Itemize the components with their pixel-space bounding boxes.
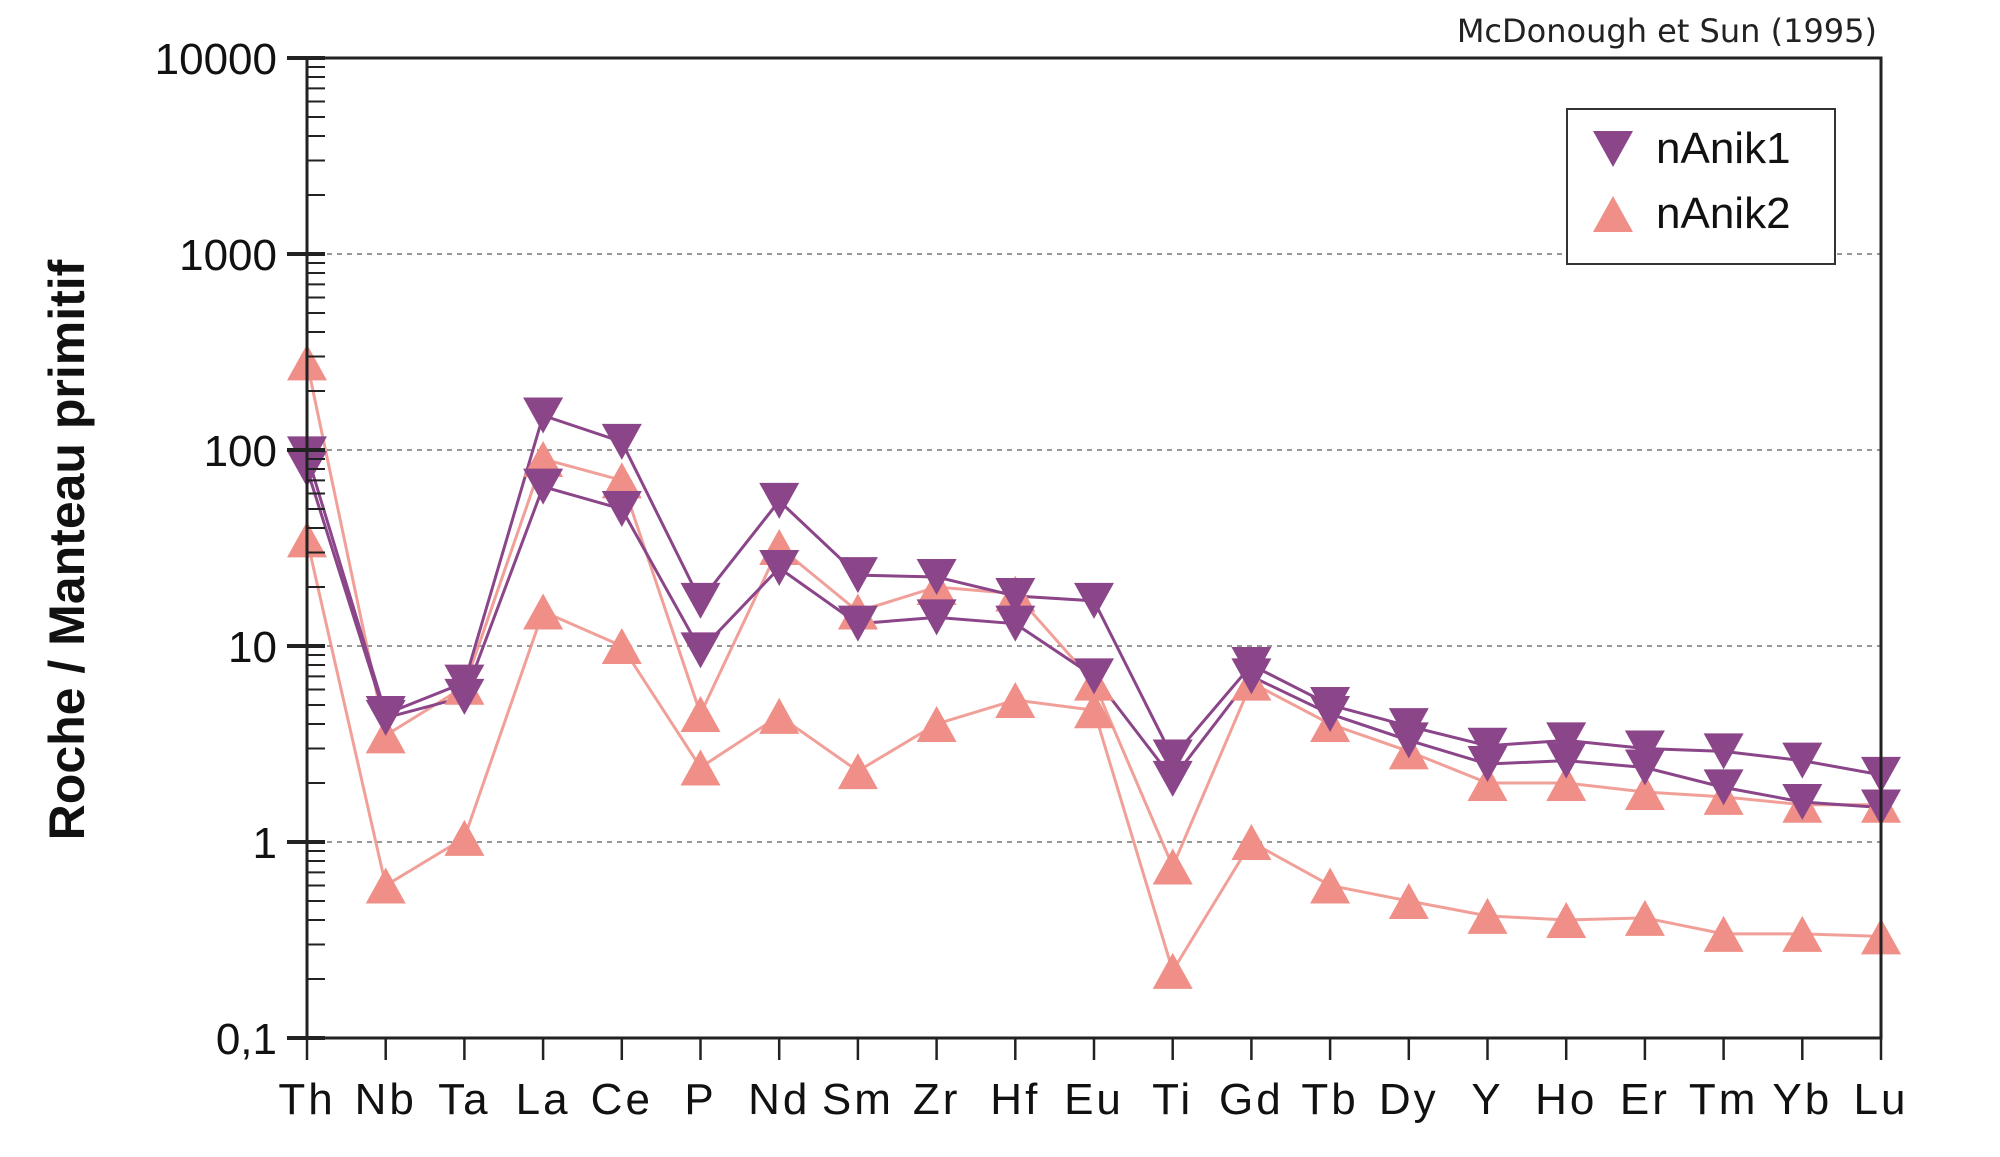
data-point-nanik2-la <box>523 440 564 477</box>
data-point-nanik1-zr <box>916 599 957 636</box>
legend-label-nanik1: nAnik1 <box>1656 124 1791 173</box>
x-tick-label-ho: Ho <box>1535 1075 1597 1124</box>
data-point-nanik1-sm <box>837 557 878 594</box>
data-point-nanik1-p <box>680 582 721 619</box>
data-point-nanik1-ho <box>1546 722 1587 759</box>
data-point-nanik2-tm <box>1703 915 1744 952</box>
y-tick-label: 10000 <box>155 35 277 84</box>
x-tick-label-tb: Tb <box>1301 1075 1358 1124</box>
x-tick-label-eu: Eu <box>1064 1075 1124 1124</box>
data-point-nanik1-er <box>1624 730 1665 767</box>
data-point-nanik2-ce <box>601 462 642 499</box>
data-point-nanik2-nb <box>365 867 406 904</box>
y-tick-label: 0,1 <box>216 1015 277 1064</box>
y-tick-label: 100 <box>204 427 277 476</box>
x-tick-label-gd: Gd <box>1219 1075 1284 1124</box>
data-point-nanik1-nb <box>365 695 406 732</box>
x-tick-label-la: La <box>516 1075 571 1124</box>
y-axis-label: Roche / Manteau primitif <box>39 259 95 840</box>
data-point-nanik2-sm <box>837 753 878 790</box>
data-point-nanik2-nd <box>759 697 800 734</box>
data-point-nanik1-y <box>1467 746 1508 783</box>
data-point-nanik1-eu <box>1074 582 1114 619</box>
data-point-nanik1-ta <box>444 664 485 701</box>
data-point-nanik2-y <box>1467 897 1508 934</box>
data-point-nanik1-nd <box>759 482 800 519</box>
x-tick-label-ti: Ti <box>1152 1075 1193 1124</box>
data-point-nanik1-sm <box>837 605 878 642</box>
data-point-nanik1-zr <box>916 558 957 595</box>
data-point-nanik1-er <box>1624 749 1665 786</box>
data-point-nanik1-yb <box>1782 742 1823 779</box>
data-point-nanik2-ti <box>1152 848 1193 885</box>
legend: nAnik1 nAnik2 <box>1566 108 1836 265</box>
reference-note: McDonough et Sun (1995) <box>1457 12 1877 50</box>
data-point-nanik1-ce <box>601 423 642 460</box>
x-tick-label-zr: Zr <box>913 1075 961 1124</box>
data-point-nanik1-ho <box>1546 742 1587 779</box>
data-point-nanik1-ce <box>601 491 642 528</box>
y-tick-label: 10 <box>228 623 277 672</box>
data-point-nanik1-tm <box>1703 769 1744 806</box>
x-tick-label-lu: Lu <box>1854 1075 1909 1124</box>
data-point-nanik1-hf <box>995 605 1036 642</box>
data-point-nanik1-eu <box>1074 658 1114 695</box>
data-point-nanik2-la <box>523 593 564 630</box>
data-point-nanik1-yb <box>1782 783 1823 820</box>
data-point-nanik2-ho <box>1546 901 1587 938</box>
data-point-nanik1-gd <box>1231 646 1272 683</box>
data-point-nanik1-la <box>523 397 564 434</box>
data-point-nanik1-la <box>523 468 564 505</box>
data-point-nanik2-y <box>1467 764 1508 801</box>
data-point-nanik2-gd <box>1231 824 1272 860</box>
x-tick-label-dy: Dy <box>1379 1075 1439 1124</box>
x-tick-label-nd: Nd <box>748 1075 810 1124</box>
data-point-nanik1-nd <box>759 550 800 587</box>
y-tick-label: 1000 <box>179 231 277 280</box>
x-tick-label-ce: Ce <box>591 1075 653 1124</box>
data-point-nanik2-zr <box>916 705 957 742</box>
data-point-nanik1-hf <box>995 577 1036 614</box>
x-tick-label-y: Y <box>1471 1075 1503 1124</box>
data-point-nanik2-ho <box>1546 764 1587 801</box>
legend-marker-nanik1 <box>1593 131 1633 167</box>
data-point-nanik2-ti <box>1152 952 1193 989</box>
data-point-nanik2-er <box>1624 899 1665 936</box>
data-point-nanik1-y <box>1467 727 1508 764</box>
data-point-nanik2-ta <box>444 819 485 856</box>
y-axis-ticks: 10000 1000 100 10 1 0,1 <box>155 35 325 1064</box>
y-tick-label: 1 <box>253 819 277 868</box>
x-tick-label-sm: Sm <box>822 1075 894 1124</box>
x-tick-label-er: Er <box>1620 1075 1670 1124</box>
x-tick-label-ta: Ta <box>438 1075 490 1124</box>
data-point-nanik2-p <box>680 695 721 732</box>
legend-marker-nanik2 <box>1593 196 1633 232</box>
data-point-nanik2-eu <box>1074 692 1114 729</box>
x-axis-ticks: Th Nb Ta La Ce P Nd Sm Zr Hf Eu Ti Gd Tb Dy Y Ho Er Tm Yb Lu <box>278 1038 1909 1124</box>
data-point-nanik1-ti <box>1152 739 1193 776</box>
data-point-nanik2-yb <box>1782 915 1823 952</box>
series-markers <box>287 344 1901 989</box>
x-tick-label-tm: Tm <box>1689 1075 1759 1124</box>
data-point-nanik1-tm <box>1703 733 1744 770</box>
x-tick-label-hf: Hf <box>990 1075 1040 1124</box>
data-point-nanik1-dy <box>1388 708 1429 745</box>
data-point-nanik2-er <box>1624 773 1665 810</box>
data-point-nanik2-ce <box>601 628 642 664</box>
data-point-nanik2-hf <box>995 682 1036 719</box>
x-tick-label-th: Th <box>278 1075 335 1124</box>
data-point-nanik1-ti <box>1152 760 1193 797</box>
data-point-nanik2-dy <box>1388 883 1429 920</box>
data-point-nanik2-tb <box>1310 867 1351 904</box>
x-tick-label-yb: Yb <box>1772 1075 1832 1124</box>
data-point-nanik2-p <box>680 749 721 786</box>
data-point-nanik1-p <box>680 632 721 669</box>
legend-label-nanik2: nAnik2 <box>1656 189 1791 238</box>
x-tick-label-nb: Nb <box>355 1075 417 1124</box>
data-point-nanik1-tb <box>1310 687 1351 724</box>
x-tick-label-p: P <box>684 1075 716 1124</box>
